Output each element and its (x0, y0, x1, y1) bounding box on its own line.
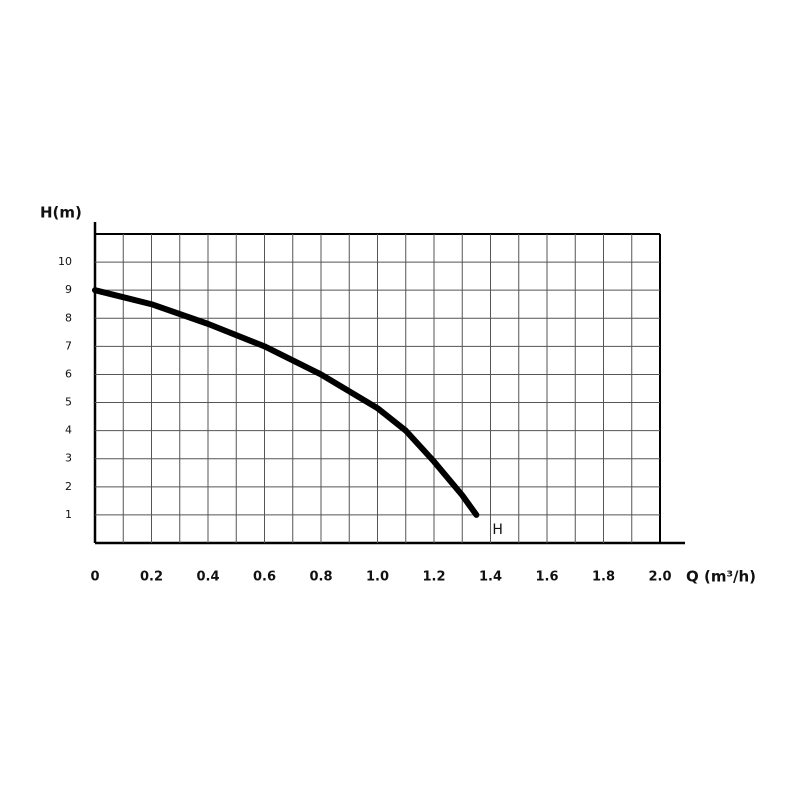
x-tick-label: 0.2 (140, 570, 163, 585)
y-tick-label: 9 (65, 283, 72, 296)
x-tick-label: 0 (90, 570, 99, 585)
x-tick-label: 1.6 (535, 570, 558, 585)
x-tick-label: 0.4 (196, 570, 219, 585)
y-axis-label: H(m) (40, 204, 82, 222)
y-tick-label: 10 (58, 255, 72, 268)
x-tick-label: 0.8 (309, 570, 332, 585)
curve (92, 287, 480, 518)
x-tick-label: 0.6 (253, 570, 276, 585)
y-tick-label: 4 (65, 424, 72, 437)
x-axis-label: Q (m³/h) (686, 568, 756, 586)
x-tick-label: 1.0 (366, 570, 389, 585)
y-tick-label: 6 (65, 367, 72, 380)
x-tick-label: 1.4 (479, 570, 502, 585)
y-tick-label: 8 (65, 311, 72, 324)
y-tick-label: 3 (65, 452, 72, 465)
y-tick-label: 5 (65, 396, 72, 409)
y-tick-label: 7 (65, 339, 72, 352)
y-tick-label: 1 (65, 508, 72, 521)
series-label: H (492, 522, 503, 538)
x-tick-label: 2.0 (648, 570, 671, 585)
x-tick-label: 1.2 (422, 570, 445, 585)
y-tick-label: 2 (65, 480, 72, 493)
x-tick-label: 1.8 (592, 570, 615, 585)
